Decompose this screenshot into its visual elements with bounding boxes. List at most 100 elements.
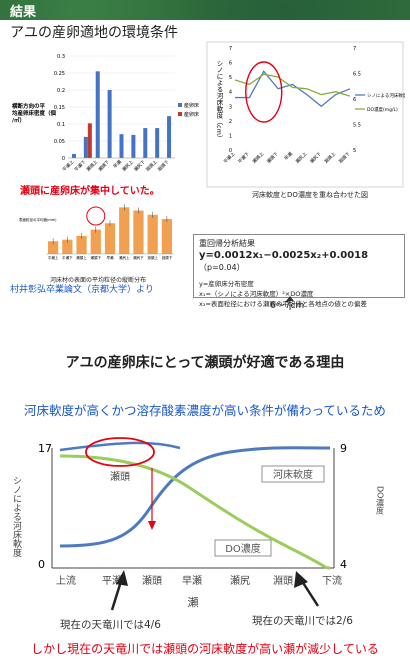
line-left-tick: 4 — [229, 90, 232, 96]
line-xtick: 平瀬下 — [236, 150, 251, 165]
density-ytick: 0.15 — [54, 105, 65, 111]
header-bar — [0, 0, 410, 20]
density-legend-label: 産卵床 — [184, 102, 199, 109]
regression-line2: x₁=（シノによる河床軟度）²×DO濃度 — [199, 290, 314, 298]
do-curve — [59, 454, 331, 570]
line-chart-caption: 河床軟度とDO濃度を重ね合わせた図 — [252, 191, 368, 199]
left-black-arrowhead — [116, 570, 128, 586]
grain-bar — [90, 229, 101, 254]
density-ylabel: 均産卵床密度（個 — [12, 109, 57, 117]
line-right-tick: 7 — [353, 46, 356, 52]
grain-size-bar-chart: 表面粒径の平均値(mm) 平瀬上 平瀬下 瀬頭上 瀬頭下 早瀬 瀬尻上 瀬尻下 淵頭上 淵頭下 — [19, 204, 174, 260]
diagram-xlabel: 瀬尻 — [230, 575, 250, 587]
grain-bar — [104, 223, 116, 254]
density-xtick: 瀬頭下 — [97, 158, 112, 173]
line-left-tick: 0 — [229, 148, 232, 154]
highlight-circle — [245, 61, 283, 123]
density-bar — [167, 116, 172, 158]
density-xtick: 瀬頭上 — [85, 158, 100, 173]
density-ytick: 0.2 — [57, 88, 65, 94]
density-bar — [143, 128, 148, 158]
density-bar — [87, 123, 92, 158]
line-xtick: 淵頭上 — [323, 150, 338, 165]
softness-do-line-chart: シノによる河床軟度（cm）01234567 76.565.55平瀬上 平瀬下 瀬頭上瀬… — [206, 41, 405, 188]
density-bar — [119, 134, 124, 158]
line-right-tick: 5 — [353, 148, 356, 154]
diagram-xlabel: 瀬頭 — [142, 575, 162, 587]
regression-equation: y=0.0012x₁−0.0025x₂+0.0018 — [199, 250, 369, 261]
line-left-tick: 3 — [229, 104, 232, 110]
grain-bar — [147, 214, 158, 254]
density-bar — [131, 134, 136, 158]
grain-xtick: 瀬尻下 — [133, 255, 144, 260]
grain-chart-caption: 河床材の表面の平均粒径の縦断分布 — [49, 277, 146, 284]
softness-label: 河床軟度 — [273, 468, 313, 481]
diagram-xlabel: 下流 — [322, 574, 342, 587]
density-legend-label: 産卵床ｎ — [184, 111, 200, 118]
current-left-label: 現在の天竜川では4/6 — [60, 618, 161, 631]
density-legend-swatch — [178, 112, 182, 116]
line-xtick: 淵頭下 — [337, 150, 352, 165]
diagram-left-top: 17 — [38, 442, 52, 455]
line-left-tick: 1 — [229, 133, 232, 139]
do-label-box — [214, 539, 272, 557]
line-left-tick: 6 — [229, 61, 232, 67]
density-bar — [95, 71, 100, 158]
diagram-xlabel: 淵頭 — [273, 575, 293, 587]
density-ytick: 0.05 — [54, 139, 65, 145]
diagram-left-bottom: 0 — [38, 558, 45, 571]
grain-bar — [62, 239, 73, 254]
current-right-label: 現在の天竜川では2/6 — [252, 614, 353, 627]
diagram-circle-label: 瀬頭 — [110, 471, 130, 483]
density-xtick: 早瀬 — [112, 158, 124, 170]
line-xtick: 瀬尻下 — [308, 150, 323, 165]
line-right-tick: 5.5 — [353, 123, 361, 129]
density-xtick: 平瀬下 — [73, 158, 88, 173]
line-legend-label: DO濃度(mg/L) — [367, 106, 398, 113]
grain-xtick: 淵頭下 — [162, 255, 173, 260]
bottom-note: しかし現在の天竜川では瀬頭の河床軟度が高い瀬が減少している — [31, 642, 379, 656]
density-legend-swatch — [178, 103, 182, 107]
line-right-tick: 6 — [353, 97, 356, 103]
diagram-red-arrowhead — [148, 521, 156, 530]
density-ylabel: 横断方向の平 — [12, 102, 46, 110]
diagram-right-label: DO濃度 — [376, 486, 385, 515]
line-series — [235, 70, 351, 108]
density-ytick: 0 — [62, 156, 65, 162]
regression-title: 重回帰分析結果 — [199, 239, 255, 248]
grain-ylabel: 表面粒径の平均値(mm) — [19, 217, 57, 222]
header-title: 結果 — [10, 5, 37, 20]
ruler-arrow — [286, 296, 294, 310]
regression-p: （p=0.04） — [199, 263, 245, 272]
line-chart-frame — [206, 41, 404, 188]
diagram-xlabel: 上流 — [56, 574, 76, 587]
grain-bar — [161, 219, 172, 254]
softness-label-box — [261, 465, 325, 483]
density-bar — [155, 128, 160, 158]
do-label: DO濃度 — [225, 542, 261, 555]
softness-top-curve — [59, 441, 181, 452]
section1-title: アユの産卵適地の環境条件 — [10, 25, 178, 41]
density-ylabel: /㎡） — [12, 116, 25, 124]
ruler-label: 6～7cm — [270, 301, 305, 311]
density-ytick: 0.25 — [54, 71, 65, 77]
softness-curve — [59, 446, 331, 548]
grain-xtick: 平瀬下 — [62, 255, 73, 260]
grain-bar — [76, 235, 87, 254]
line-chart-ylabel: シノによる河床軟度（cm） — [215, 60, 223, 141]
regression-line1: y=産卵床分布密度 — [199, 280, 254, 288]
diagram-xlabel: 早瀬 — [182, 575, 202, 587]
red-concentration-note: 瀬頭に産卵床が集中していた。 — [20, 186, 160, 197]
grain-xtick: 平瀬上 — [48, 255, 59, 260]
regression-box: 重回帰分析結果 y=0.0012x₁−0.0025x₂+0.0018 （p=0.… — [193, 234, 405, 308]
density-xtick: 瀬尻下 — [132, 158, 147, 173]
grain-xtick: 早瀬 — [107, 255, 114, 260]
grain-bar — [119, 207, 130, 254]
line-left-tick: 2 — [229, 119, 232, 125]
line-series — [234, 73, 351, 97]
grain-highlight-circle — [86, 206, 106, 226]
line-right-tick: 6.5 — [353, 72, 361, 78]
diagram-right-bottom: 4 — [340, 558, 347, 571]
